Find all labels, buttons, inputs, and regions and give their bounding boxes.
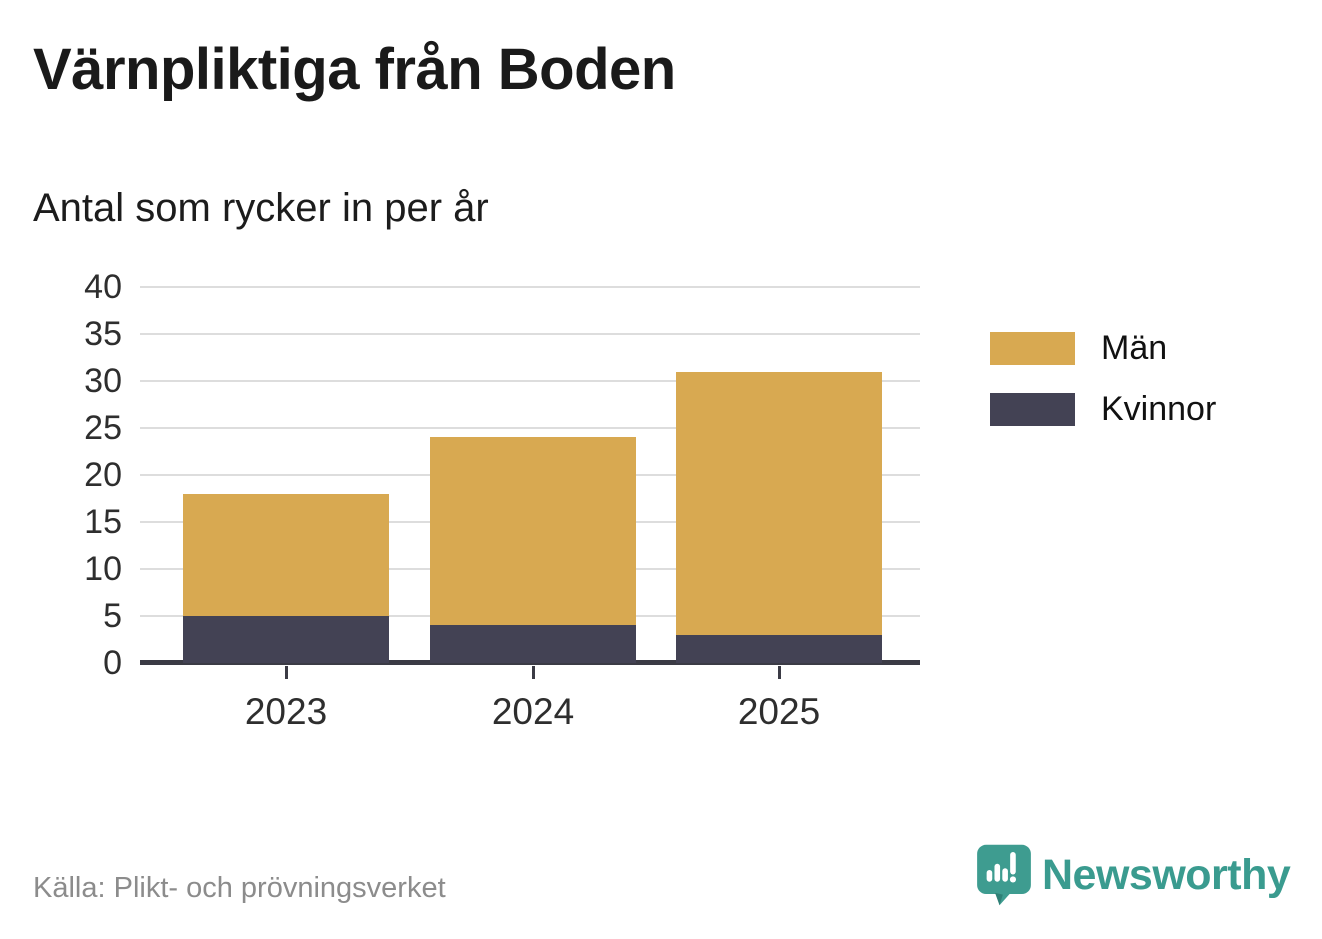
legend-label-Kvinnor: Kvinnor <box>1101 390 1217 428</box>
bar-2024 <box>430 437 636 663</box>
bar-segment-2023-Kvinnor <box>183 616 389 663</box>
bar-segment-2023-Män <box>183 493 389 616</box>
page-title: Värnpliktiga från Boden <box>33 37 676 102</box>
y-tick-label-10: 10 <box>84 550 122 588</box>
bar-segment-2025-Män <box>676 371 882 635</box>
brand-logo: Newsworthy <box>976 843 1291 907</box>
legend-label-Män: Män <box>1101 329 1168 367</box>
legend-item-Män: Män <box>990 329 1216 368</box>
bar-2025 <box>676 371 882 663</box>
bar-2023 <box>183 493 389 663</box>
brand-wordmark: Newsworthy <box>1042 850 1291 899</box>
legend-swatch-Män <box>990 332 1075 365</box>
x-tick-label-2024: 2024 <box>491 691 575 732</box>
source-note: Källa: Plikt- och prövningsverket <box>33 872 446 904</box>
grid-line-40 <box>140 286 920 288</box>
y-tick-label-35: 35 <box>84 315 122 353</box>
y-tick-label-15: 15 <box>84 503 122 541</box>
y-tick-label-25: 25 <box>84 409 122 447</box>
bar-segment-2025-Kvinnor <box>676 634 882 663</box>
x-tick-label-2025: 2025 <box>737 691 821 732</box>
newsworthy-icon <box>977 844 1031 906</box>
plot-area: 0 5 10 15 20 25 30 35 40 2023 2024 2025 <box>84 270 920 732</box>
grid-line-35 <box>140 333 920 335</box>
y-tick-label-40: 40 <box>84 268 122 306</box>
grid-line-25 <box>140 427 920 429</box>
legend-item-Kvinnor: Kvinnor <box>990 390 1216 429</box>
bar-segment-2024-Kvinnor <box>430 625 636 663</box>
y-tick-label-30: 30 <box>84 362 122 400</box>
bar-segment-2024-Män <box>430 437 636 626</box>
grid-line-30 <box>140 380 920 382</box>
x-axis-tick-2024 <box>531 666 535 679</box>
chart-subtitle: Antal som rycker in per år <box>33 186 489 230</box>
legend-swatch-Kvinnor <box>990 393 1075 426</box>
x-tick-label-2023: 2023 <box>244 691 328 732</box>
y-tick-label-0: 0 <box>103 644 122 682</box>
y-tick-label-5: 5 <box>103 597 122 635</box>
y-tick-label-20: 20 <box>84 456 122 494</box>
x-axis-tick-2023 <box>284 666 288 679</box>
legend: Män Kvinnor <box>990 329 1216 451</box>
x-axis-tick-2025 <box>777 666 781 679</box>
